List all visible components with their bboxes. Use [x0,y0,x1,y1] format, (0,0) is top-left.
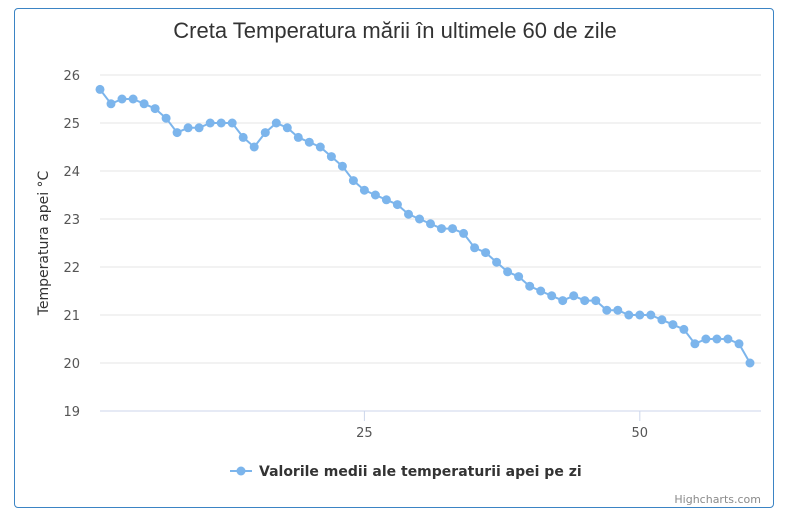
data-point[interactable] [492,257,502,267]
data-point[interactable] [448,224,457,234]
data-point[interactable] [415,214,424,224]
data-point[interactable] [701,334,711,344]
data-point[interactable] [161,113,171,123]
data-point[interactable] [437,224,446,234]
data-point[interactable] [635,310,645,320]
data-point[interactable] [128,94,138,104]
data-point[interactable] [503,267,513,277]
data-point[interactable] [624,310,634,320]
data-point[interactable] [558,296,568,306]
y-tick-label: 20 [63,357,80,372]
data-point[interactable] [183,123,193,133]
data-point[interactable] [95,84,105,94]
data-point[interactable] [117,94,127,104]
data-point[interactable] [514,272,524,282]
data-point[interactable] [194,123,204,133]
data-point[interactable] [249,142,259,152]
data-point[interactable] [690,339,700,349]
data-point[interactable] [315,142,325,152]
data-point[interactable] [602,305,612,315]
data-point[interactable] [139,99,149,109]
data-point[interactable] [525,281,535,291]
data-point[interactable] [745,358,755,368]
data-point[interactable] [646,310,656,320]
data-point[interactable] [172,128,182,138]
y-tick-label: 24 [63,165,80,180]
data-point[interactable] [359,185,369,195]
data-point[interactable] [282,123,292,133]
data-point[interactable] [591,296,601,306]
data-point[interactable] [381,195,391,205]
credits-link[interactable]: Highcharts.com [674,493,761,506]
data-point[interactable] [293,132,303,142]
data-point[interactable] [404,209,413,219]
legend-marker [236,466,246,476]
y-axis-label: Temperatura apei °C [36,170,52,316]
data-point[interactable] [227,118,237,128]
series-group [95,84,755,368]
data-point[interactable] [205,118,215,128]
data-point[interactable] [470,243,480,253]
data-point[interactable] [370,190,380,200]
x-axis: 25 50 [100,410,761,441]
data-point[interactable] [260,128,270,138]
y-tick-label: 22 [63,261,80,276]
chart-title: Creta Temperatura mării în ultimele 60 d… [173,18,616,43]
x-tick-label: 50 [632,426,649,441]
data-point[interactable] [569,291,579,301]
data-point[interactable] [326,152,336,162]
data-point[interactable] [547,291,557,301]
x-tick-label: 25 [356,426,373,441]
data-point[interactable] [150,104,160,114]
y-tick-label: 21 [63,309,80,324]
data-point[interactable] [668,320,678,330]
data-point[interactable] [536,286,546,296]
data-point[interactable] [348,176,358,186]
data-point[interactable] [613,305,623,315]
data-point[interactable] [723,334,733,344]
data-point[interactable] [734,339,744,349]
y-tick-label: 19 [63,405,80,420]
data-point[interactable] [580,296,590,306]
legend[interactable]: Valorile medii ale temperaturii apei pe … [230,464,582,480]
data-point[interactable] [271,118,281,128]
data-point[interactable] [481,248,491,258]
legend-label[interactable]: Valorile medii ale temperaturii apei pe … [259,464,582,480]
data-point[interactable] [712,334,722,344]
data-point[interactable] [304,137,314,147]
data-point[interactable] [657,315,667,325]
data-point[interactable] [392,200,402,210]
chart-container [14,8,774,508]
data-point[interactable] [426,219,435,229]
y-tick-label: 23 [63,213,80,228]
y-tick-label: 26 [63,69,80,84]
y-axis-ticks: 19 20 21 22 23 24 25 26 [63,69,80,420]
data-point[interactable] [238,132,248,142]
data-point[interactable] [337,161,347,171]
data-point[interactable] [216,118,226,128]
data-point[interactable] [459,228,469,238]
data-point[interactable] [679,324,689,334]
data-point[interactable] [106,99,116,109]
y-tick-label: 25 [63,117,80,132]
